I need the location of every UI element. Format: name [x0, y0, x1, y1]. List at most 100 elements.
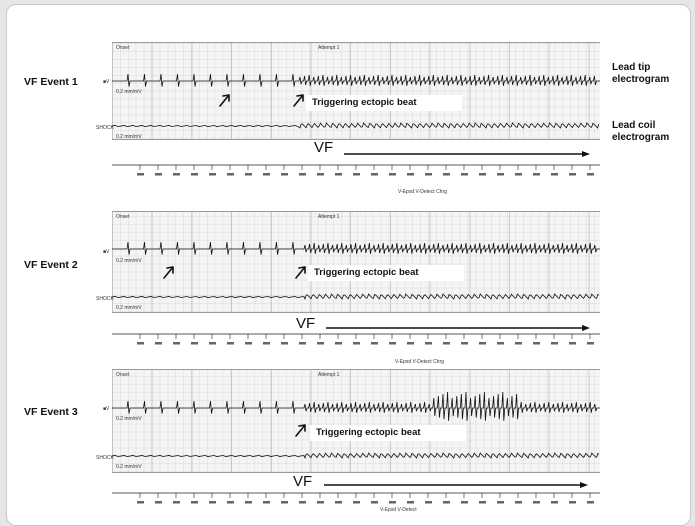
event-2-marker-row-value: [317, 342, 324, 345]
event-2-marker-row-value: [425, 342, 432, 345]
event-1-coil-trace: [111, 122, 600, 129]
event-2-marker-row-value: [515, 342, 522, 345]
event-1-marker-row-value: [551, 173, 558, 176]
event-1-marker-row-value: [407, 173, 414, 176]
event-1-arrow-a: [219, 94, 230, 107]
event-3-scale-v: 0.2 mm/mV: [116, 416, 142, 422]
event-1-marker-row-value: [389, 173, 396, 176]
event-3-channel-shock: SHOCK: [96, 455, 114, 461]
event-2-marker-row-value: [245, 342, 252, 345]
event-2-arrow-b: [295, 266, 306, 279]
event-3-marker-row-value: [173, 501, 180, 504]
event-3-coil-trace: [111, 452, 600, 460]
event-2-marker-row-value: [173, 342, 180, 345]
event-2-marker-sub: V-Epsd V-Detect Chrg: [395, 359, 444, 365]
event-2-marker-row-value: [227, 342, 234, 345]
event-2-marker-row-value: [587, 342, 594, 345]
event-3-marker-row-value: [155, 501, 162, 504]
event-2-channel-shock: SHOCK: [96, 296, 114, 302]
event-2-tip-trace: [112, 241, 600, 255]
event-3-marker-row-value: [587, 501, 594, 504]
event-1-trigger-label: Triggering ectopic beat: [306, 95, 462, 111]
event-3-marker-row-value: [281, 501, 288, 504]
event-3-marker-row-value: [533, 501, 540, 504]
event-1-marker-row-value: [299, 173, 306, 176]
event-1-marker-row-value: [533, 173, 540, 176]
event-2-marker-row-value: [551, 342, 558, 345]
event-1-marker-row-value: [569, 173, 576, 176]
event-3-attempt: Attempt 1: [318, 372, 340, 378]
event-3-marker-row-value: [497, 501, 504, 504]
event-2-vf-label: VF: [296, 315, 316, 332]
event-1-marker-row-value: [461, 173, 468, 176]
event-1-marker-row-value: [173, 173, 180, 176]
event-2-marker-row-value: [155, 342, 162, 345]
event-3-marker-row-value: [209, 501, 216, 504]
event-3-marker-row-value: [191, 501, 198, 504]
event-3-trigger-label: Triggering ectopic beat: [310, 425, 466, 441]
event-1-marker-sub: V-Epsd V-Detect Chrg: [398, 189, 447, 195]
event-3-marker-row-value: [245, 501, 252, 504]
event-3-marker-row-value: [461, 501, 468, 504]
event-1-marker-row-value: [443, 173, 450, 176]
event-2-marker-row-value: [335, 342, 342, 345]
event-1-marker-row-value: [191, 173, 198, 176]
event-2-marker-row-value: [407, 342, 414, 345]
event-2-marker-row-value: [389, 342, 396, 345]
event-2-marker-row-value: [371, 342, 378, 345]
event-1-marker-row-value: [245, 173, 252, 176]
event-3-vf-label: VF: [293, 473, 313, 490]
event-2-channel-v: ■V: [103, 249, 110, 255]
event-3-arrow-a: [295, 424, 306, 437]
event-3-marker-row-value: [227, 501, 234, 504]
event-3-marker-row-value: [389, 501, 396, 504]
lead-coil-label: Lead coil electrogram: [612, 120, 670, 143]
event-2-marker-row-value: [569, 342, 576, 345]
event-1-marker-row-value: [353, 173, 360, 176]
event-3-marker-row-value: [353, 501, 360, 504]
event-2-marker-row-value: [209, 342, 216, 345]
event-2-marker-row-value: [353, 342, 360, 345]
event-3-vf-arrow-head: [580, 482, 588, 488]
event-2-marker-row-value: [443, 342, 450, 345]
event-3-marker-row-value: [443, 501, 450, 504]
event-3-marker-row-value: [371, 501, 378, 504]
event-1-channel-v: ■V: [103, 79, 110, 85]
event-3-marker-row-value: [317, 501, 324, 504]
lead-tip-label: Lead tip electrogram: [612, 62, 670, 85]
event-1-scale-shock: 0.2 mm/mV: [116, 134, 142, 140]
event-2-marker-row-value: [461, 342, 468, 345]
event-2-vf-arrow-head: [582, 325, 590, 331]
event-2-marker-row-value: [299, 342, 306, 345]
event-1-marker-row-value: [371, 173, 378, 176]
event-2-scale-v: 0.2 mm/mV: [116, 258, 142, 264]
event-2-marker-row-value: [479, 342, 486, 345]
event-3-channel-v: ■V: [103, 406, 110, 412]
event-2-marker-row-value: [497, 342, 504, 345]
event-2-marker-row-value: [281, 342, 288, 345]
event-3-marker-row-value: [335, 501, 342, 504]
event-1-strip: [112, 42, 600, 140]
event-3-marker-row-value: [263, 501, 270, 504]
event-1-marker-row-value: [317, 173, 324, 176]
event-2-marker-row-value: [137, 342, 144, 345]
event-3-marker-row-value: [479, 501, 486, 504]
event-3-marker-row-value: [515, 501, 522, 504]
event-3-marker-row-value: [569, 501, 576, 504]
event-2-marker-row-value: [533, 342, 540, 345]
event-1-marker-row-value: [497, 173, 504, 176]
event-3-marker-row-value: [407, 501, 414, 504]
event-1-marker-row-value: [155, 173, 162, 176]
event-3-onset: Onset: [116, 372, 130, 378]
event-1-vf-label: VF: [314, 139, 334, 156]
event-1-marker-row-value: [479, 173, 486, 176]
event-1-marker-row-value: [227, 173, 234, 176]
event-1-channel-shock: SHOCK: [96, 125, 114, 131]
event-2-marker-row-value: [263, 342, 270, 345]
event-3-marker-sub: V-Epsd V-Detect: [380, 507, 417, 513]
event-1-marker-row-value: [209, 173, 216, 176]
event-1-vf-arrow-head: [582, 151, 590, 157]
event-1-arrow-b: [293, 94, 304, 107]
event-1-marker-row-value: [263, 173, 270, 176]
event-3-tip-trace: [112, 391, 600, 421]
